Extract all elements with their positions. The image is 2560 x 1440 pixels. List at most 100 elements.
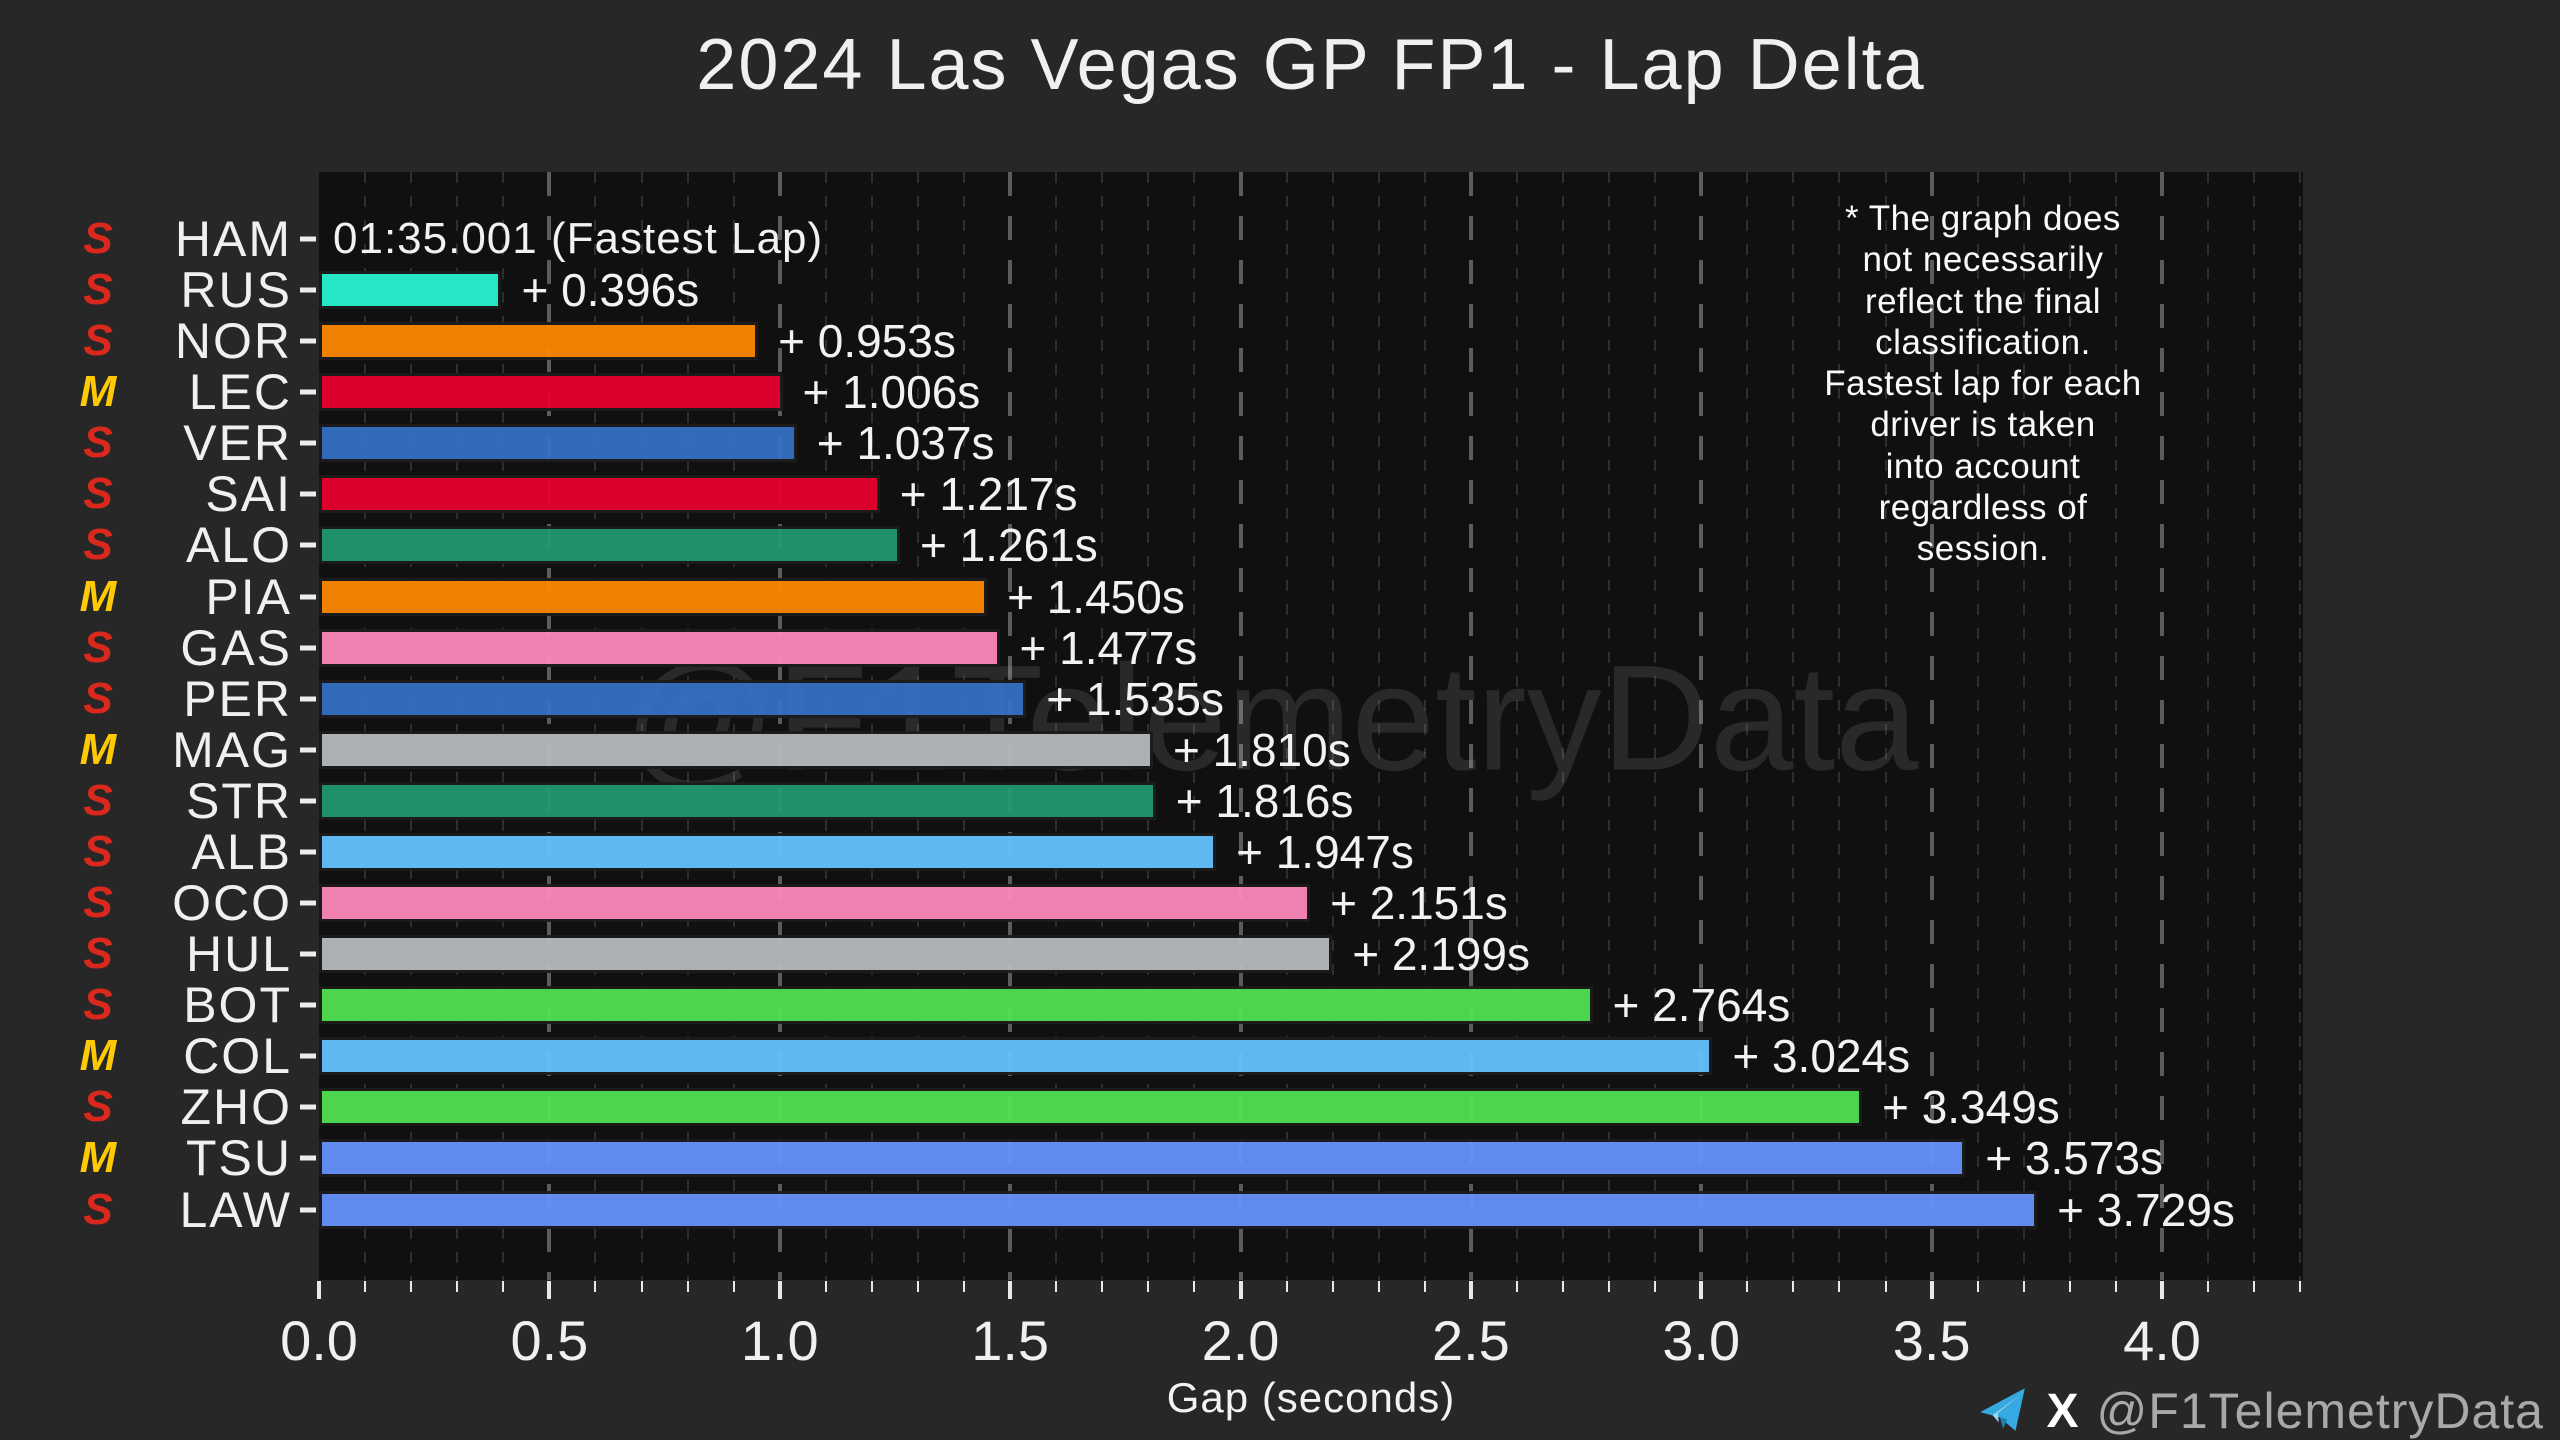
y-tick: [300, 1104, 316, 1110]
minor-gridline: [1193, 172, 1196, 1280]
bar-law: [319, 1190, 2038, 1229]
bar-nor: [319, 322, 759, 361]
minor-gridline: [824, 172, 827, 1280]
minor-gridline: [2114, 172, 2117, 1280]
minor-gridline: [1377, 172, 1380, 1280]
y-tick: [300, 900, 316, 906]
compound-per: S: [83, 673, 113, 723]
y-tick: [300, 696, 316, 702]
minor-x-tick: [410, 1281, 413, 1292]
delta-label-alb: + 1.947s: [1236, 825, 1414, 878]
delta-label-alo: + 1.261s: [920, 519, 1098, 572]
fastest-lap-label: 01:35.001 (Fastest Lap): [333, 214, 824, 263]
driver-label-nor: NOR: [174, 313, 292, 370]
x-tick-label-1.0: 1.0: [740, 1309, 819, 1372]
minor-gridline: [1515, 172, 1518, 1280]
minor-gridline: [686, 172, 689, 1280]
minor-gridline: [502, 172, 505, 1280]
delta-label-law: + 3.729s: [2057, 1183, 2235, 1236]
delta-label-bot: + 2.764s: [1612, 979, 1791, 1032]
minor-x-tick: [2068, 1281, 2071, 1292]
y-tick: [300, 542, 316, 548]
major-gridline: [1929, 172, 1934, 1280]
bar-str: [319, 781, 1156, 820]
x-tick-label-0.5: 0.5: [510, 1309, 589, 1372]
minor-x-tick: [1608, 1281, 1611, 1292]
minor-x-tick: [916, 1281, 919, 1292]
minor-gridline: [2253, 172, 2256, 1280]
minor-x-tick: [1884, 1281, 1887, 1292]
minor-gridline: [1423, 172, 1426, 1280]
y-tick: [300, 338, 316, 344]
compound-col: M: [79, 1031, 117, 1081]
minor-x-tick: [686, 1281, 689, 1292]
driver-label-sai: SAI: [205, 466, 292, 523]
minor-x-tick: [1055, 1281, 1058, 1292]
minor-gridline: [456, 172, 459, 1280]
minor-x-tick: [456, 1281, 459, 1292]
compound-ver: S: [83, 418, 113, 468]
compound-alo: S: [83, 520, 113, 570]
minor-x-tick: [824, 1281, 827, 1292]
y-tick: [300, 645, 316, 651]
delta-label-col: + 3.024s: [1732, 1030, 1911, 1083]
driver-label-per: PER: [183, 670, 292, 727]
y-tick: [300, 951, 316, 957]
y-tick: [300, 798, 316, 804]
y-tick: [300, 1207, 316, 1213]
bar-sai: [319, 475, 880, 514]
driver-label-bot: BOT: [183, 977, 292, 1034]
compound-lec: M: [79, 367, 117, 417]
delta-label-zho: + 3.349s: [1882, 1081, 2060, 1134]
minor-gridline: [640, 172, 643, 1280]
bar-per: [319, 679, 1027, 718]
minor-x-tick: [1654, 1281, 1657, 1292]
bar-pia: [319, 577, 988, 616]
minor-x-tick: [1101, 1281, 1104, 1292]
minor-gridline: [1147, 172, 1150, 1280]
major-x-tick: [1929, 1281, 1934, 1299]
minor-gridline: [732, 172, 735, 1280]
delta-label-lec: + 1.006s: [802, 366, 981, 419]
bar-alb: [319, 832, 1217, 871]
delta-label-str: + 1.816s: [1175, 774, 1354, 827]
compound-mag: M: [79, 724, 117, 774]
major-x-tick: [547, 1281, 552, 1299]
minor-gridline: [2207, 172, 2210, 1280]
plot-area: @F1TelemetryData 01:35.001 (Fastest Lap)…: [319, 172, 2303, 1280]
driver-label-alo: ALO: [185, 517, 292, 574]
minor-x-tick: [2114, 1281, 2117, 1292]
bar-gas: [319, 628, 1000, 667]
minor-gridline: [1792, 172, 1795, 1280]
x-axis-title: Gap (seconds): [1166, 1374, 1456, 1421]
y-tick: [300, 236, 316, 242]
compound-bot: S: [83, 980, 113, 1030]
y-tick: [300, 747, 316, 753]
y-tick: [300, 287, 316, 293]
driver-label-rus: RUS: [180, 262, 292, 319]
driver-label-mag: MAG: [172, 721, 292, 778]
compound-pia: M: [79, 571, 117, 621]
minor-gridline: [410, 172, 413, 1280]
x-tick-label-3.5: 3.5: [1892, 1309, 1971, 1372]
driver-label-gas: GAS: [180, 619, 292, 676]
compound-sai: S: [83, 469, 113, 519]
delta-label-pia: + 1.450s: [1007, 570, 1185, 623]
driver-label-ver: VER: [183, 415, 292, 472]
bar-mag: [319, 730, 1153, 769]
compound-rus: S: [83, 265, 113, 315]
x-tick-label-3.0: 3.0: [1662, 1309, 1741, 1372]
minor-gridline: [1976, 172, 1979, 1280]
y-tick: [300, 1002, 316, 1008]
y-tick: [300, 440, 316, 446]
major-x-tick: [2160, 1281, 2164, 1299]
x-twitter-icon: X: [2046, 1384, 2079, 1438]
x-tick-label-0.0: 0.0: [280, 1309, 358, 1372]
delta-label-per: + 1.535s: [1046, 672, 1225, 725]
y-tick: [300, 1155, 316, 1161]
compound-ham: S: [83, 214, 113, 263]
x-tick-label-1.5: 1.5: [971, 1309, 1050, 1372]
compound-oco: S: [83, 878, 113, 928]
minor-gridline: [2068, 172, 2071, 1280]
